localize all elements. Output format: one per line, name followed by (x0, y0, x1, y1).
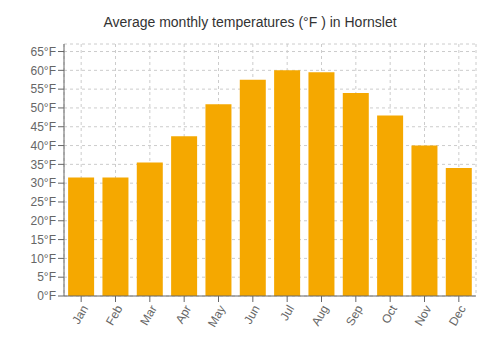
svg-text:May: May (205, 303, 228, 330)
svg-text:Mar: Mar (137, 303, 159, 328)
svg-text:45°F: 45°F (31, 120, 56, 134)
svg-text:Nov: Nov (412, 303, 435, 328)
svg-text:40°F: 40°F (31, 139, 56, 153)
svg-text:Sep: Sep (343, 302, 366, 328)
html-text:Average monthly temperatures (: Average monthly temperatures (°F ) in Ho… (103, 14, 397, 30)
svg-text:25°F: 25°F (31, 195, 56, 209)
svg-text:30°F: 30°F (31, 176, 56, 190)
svg-text:Oct: Oct (379, 302, 401, 326)
svg-text:35°F: 35°F (31, 158, 56, 172)
svg-text:5°F: 5°F (37, 270, 56, 284)
svg-text:Aug: Aug (309, 303, 332, 328)
svg-text:20°F: 20°F (31, 214, 56, 228)
svg-text:60°F: 60°F (31, 64, 56, 78)
svg-text:55°F: 55°F (31, 82, 56, 96)
svg-text:Jun: Jun (241, 303, 263, 327)
svg-text:15°F: 15°F (31, 233, 56, 247)
svg-text:Jan: Jan (69, 303, 91, 327)
svg-text:Feb: Feb (103, 302, 126, 327)
svg-text:Dec: Dec (446, 303, 469, 328)
svg-text:10°F: 10°F (31, 252, 56, 266)
svg-text:50°F: 50°F (31, 101, 56, 115)
svg-text:0°F: 0°F (37, 289, 56, 303)
svg-text:Apr: Apr (173, 303, 194, 326)
svg-text:65°F: 65°F (31, 45, 56, 59)
svg-text:Jul: Jul (277, 303, 297, 323)
